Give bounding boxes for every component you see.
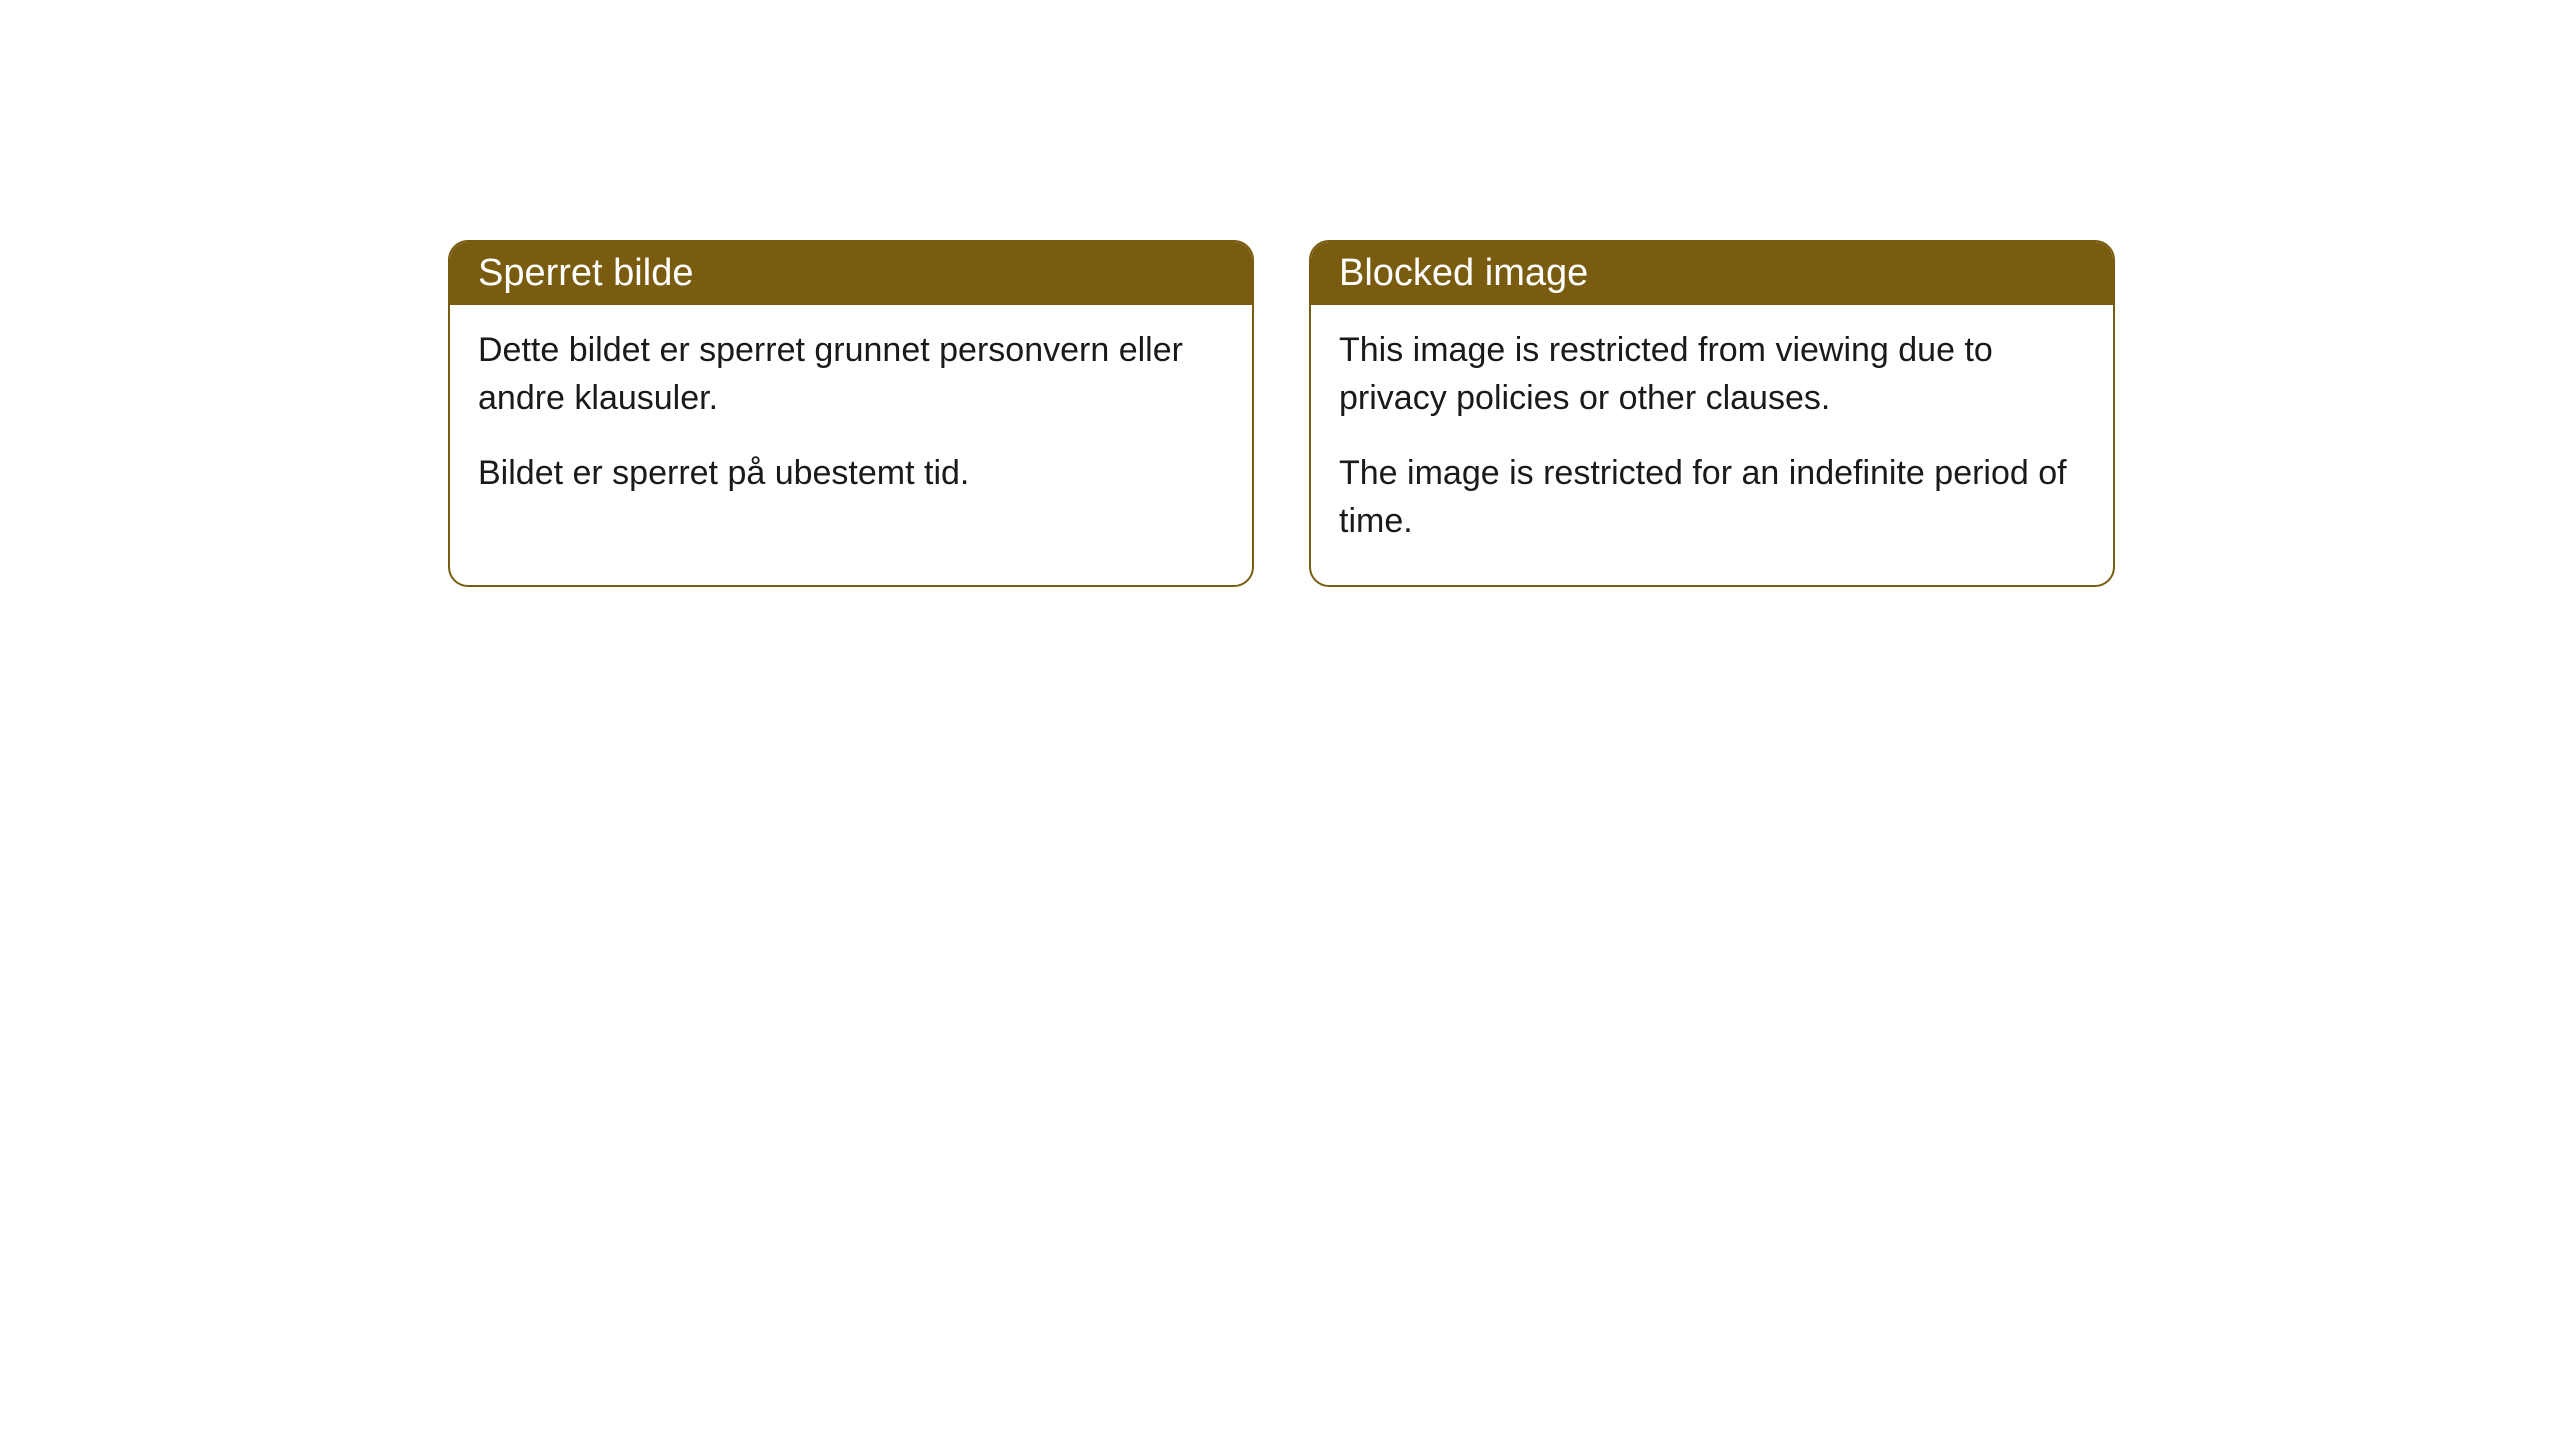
card-body-norwegian: Dette bildet er sperret grunnet personve…	[450, 305, 1252, 538]
notice-card-english: Blocked image This image is restricted f…	[1309, 240, 2115, 587]
card-header-norwegian: Sperret bilde	[450, 242, 1252, 305]
card-title-norwegian: Sperret bilde	[478, 252, 693, 294]
card-paragraph-1-english: This image is restricted from viewing du…	[1339, 327, 2085, 422]
card-header-english: Blocked image	[1311, 242, 2113, 305]
card-paragraph-2-norwegian: Bildet er sperret på ubestemt tid.	[478, 450, 1224, 498]
card-title-english: Blocked image	[1339, 252, 1588, 294]
notice-cards-container: Sperret bilde Dette bildet er sperret gr…	[448, 240, 2115, 587]
card-paragraph-1-norwegian: Dette bildet er sperret grunnet personve…	[478, 327, 1224, 422]
card-paragraph-2-english: The image is restricted for an indefinit…	[1339, 450, 2085, 545]
card-body-english: This image is restricted from viewing du…	[1311, 305, 2113, 585]
notice-card-norwegian: Sperret bilde Dette bildet er sperret gr…	[448, 240, 1254, 587]
